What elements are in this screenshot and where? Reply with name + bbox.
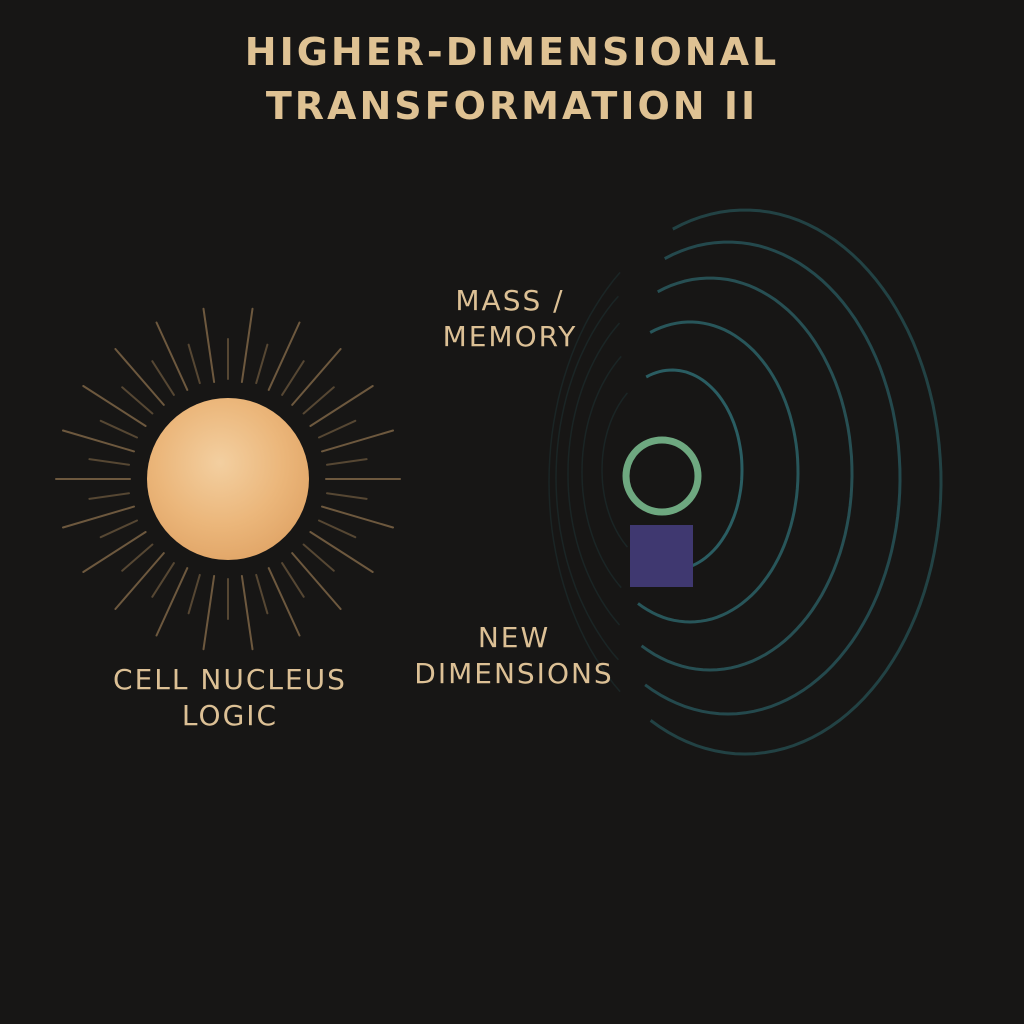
mass-memory-label: MASS / MEMORY	[410, 283, 610, 356]
sun-ray	[302, 543, 335, 572]
sun-ray	[88, 458, 130, 466]
orbit-arc	[649, 208, 943, 756]
connection-beams	[316, 437, 628, 518]
title-line-1: HIGHER-DIMENSIONAL	[244, 30, 780, 74]
title-line-2: TRANSFORMATION II	[265, 83, 759, 128]
sun-ray	[121, 543, 154, 572]
sun-ray	[202, 307, 216, 383]
sun-nucleus	[147, 398, 309, 560]
sun-ray	[291, 348, 342, 406]
sun-ray	[240, 307, 254, 383]
sun-ray	[309, 531, 374, 573]
mass-label-line-1: MASS /	[455, 284, 565, 317]
sun-ray	[155, 321, 189, 391]
cell-label-line-1: CELL NUCLEUS	[113, 663, 347, 696]
sun-ray	[62, 505, 135, 529]
sun-ray	[202, 575, 216, 651]
sun-ray	[82, 385, 147, 427]
cell-label-line-2: LOGIC	[181, 699, 279, 733]
sun-ray	[255, 343, 269, 385]
sun-ray	[318, 419, 357, 439]
orbit-arc	[640, 276, 854, 672]
sun-ray	[267, 567, 301, 637]
mass-label-line-2: MEMORY	[442, 320, 578, 354]
sun-ray	[82, 531, 147, 573]
sun-ray	[291, 552, 342, 610]
sun-ray	[151, 360, 175, 396]
sun-ray	[240, 575, 254, 651]
sun-ray	[114, 552, 165, 610]
sun-ray	[155, 567, 189, 637]
sun-ray	[187, 343, 201, 385]
sun-ray	[318, 519, 357, 539]
sun-ray	[281, 360, 305, 396]
cell-nucleus-label: CELL NUCLEUS LOGIC	[90, 662, 370, 735]
orbit-arc	[644, 240, 902, 716]
orbit-arc-faint	[555, 295, 619, 661]
sun-ray	[62, 429, 135, 453]
sun-ray	[151, 562, 175, 598]
sun-ray	[302, 386, 335, 415]
sun-ray	[309, 385, 374, 427]
sun-ray	[114, 348, 165, 406]
sun-ray	[255, 573, 269, 615]
sun-ray	[88, 492, 130, 500]
concentric-arcs	[548, 208, 943, 756]
orbit-arc-faint	[601, 392, 628, 548]
sun-ray	[99, 419, 138, 439]
orbit-arc-faint	[581, 355, 622, 589]
green-ring	[622, 436, 702, 516]
orbit-arc	[637, 320, 800, 624]
orbit-arc-faint	[548, 271, 621, 693]
orbit-arc-faint	[567, 322, 621, 626]
new-label-line-1: NEW	[477, 621, 551, 654]
purple-square	[630, 525, 693, 587]
new-label-line-2: DIMENSIONS	[414, 657, 614, 691]
sun-ray	[99, 519, 138, 539]
sun-ray	[187, 573, 201, 615]
sun-ray	[121, 386, 154, 415]
new-dimensions-label: NEW DIMENSIONS	[394, 620, 634, 693]
sun-ray	[326, 492, 368, 500]
page-title: HIGHER-DIMENSIONAL TRANSFORMATION II	[0, 26, 1024, 134]
sun-ray	[267, 321, 301, 391]
sun-ray	[281, 562, 305, 598]
